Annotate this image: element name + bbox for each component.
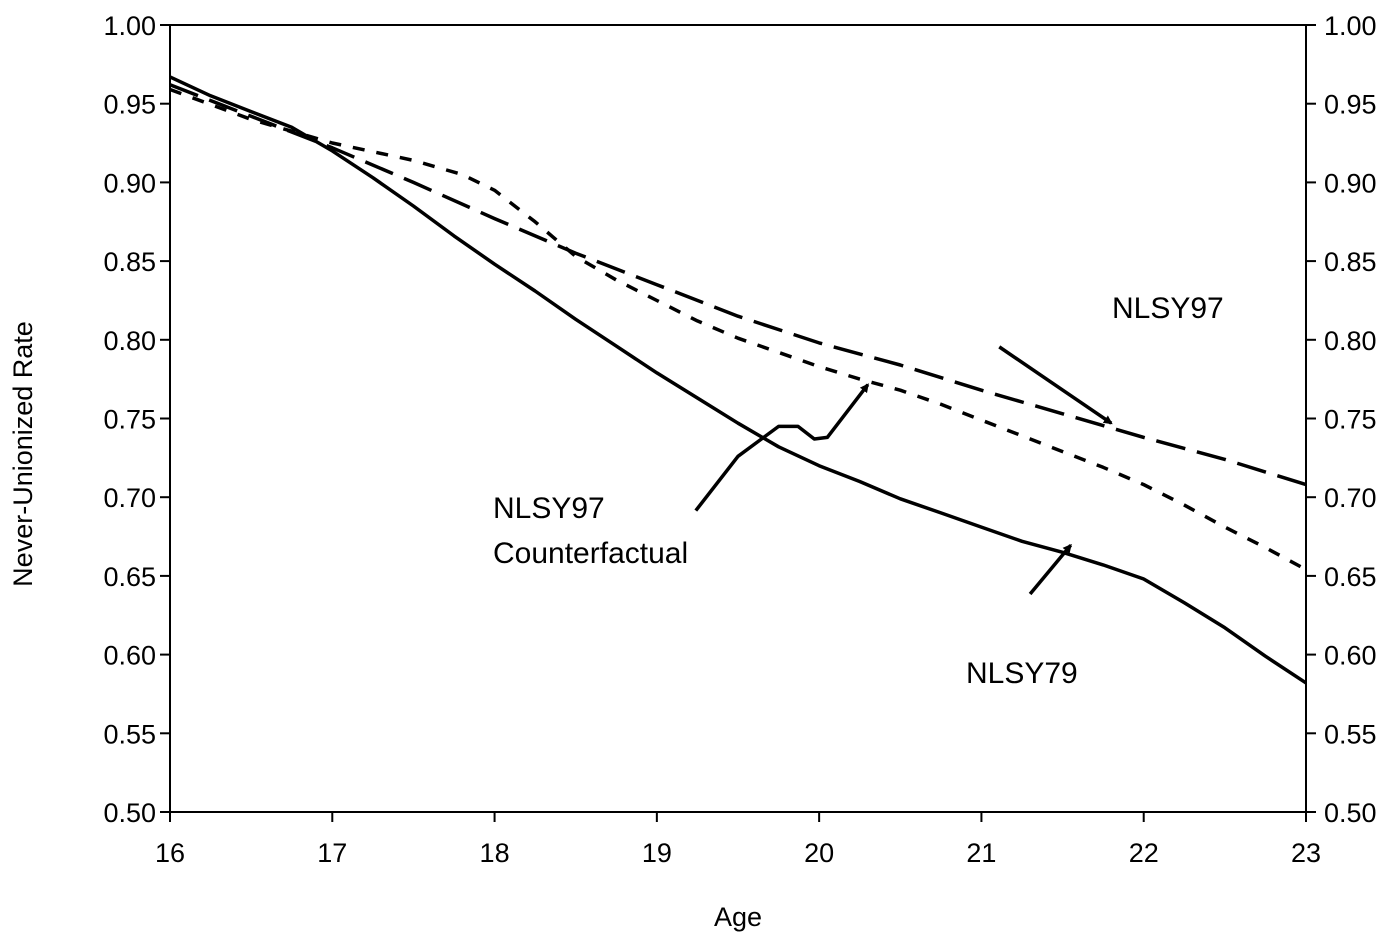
y-tick-label-right: 0.65 bbox=[1324, 562, 1377, 592]
x-tick-label: 16 bbox=[155, 838, 185, 868]
x-axis-title: Age bbox=[714, 902, 762, 932]
annotation-counterfactual-label-line2: Counterfactual bbox=[493, 537, 688, 570]
y-tick-label-right: 0.85 bbox=[1324, 247, 1377, 277]
y-tick-label-left: 0.75 bbox=[103, 405, 156, 435]
annotation-arrow-counterfactual bbox=[694, 383, 870, 512]
y-tick-label-left: 0.60 bbox=[103, 641, 156, 671]
y-tick-label-right: 0.50 bbox=[1324, 798, 1377, 828]
y-tick-label-right: 0.95 bbox=[1324, 90, 1377, 120]
y-tick-label-right: 0.55 bbox=[1324, 719, 1377, 749]
y-tick-label-right: 1.00 bbox=[1324, 11, 1377, 41]
x-tick-label: 23 bbox=[1291, 838, 1321, 868]
axis-ticks: 0.50 0.50 0.55 0.55 0.60 0.60 0.65 0.65 0.70 0.70… bbox=[103, 11, 1376, 868]
annotation-arrow-nlsy79 bbox=[1028, 543, 1073, 596]
y-tick-label-right: 0.90 bbox=[1324, 168, 1377, 198]
x-tick-label: 19 bbox=[642, 838, 672, 868]
y-tick-label-left: 0.70 bbox=[103, 483, 156, 513]
series-lines bbox=[169, 75, 1307, 685]
series-line-nlsy97-counterfactual bbox=[169, 87, 1307, 572]
y-tick-label-right: 0.75 bbox=[1324, 405, 1377, 435]
y-axis-title: Never-Unionized Rate bbox=[8, 321, 38, 587]
x-tick-label: 17 bbox=[317, 838, 347, 868]
x-tick-label: 22 bbox=[1129, 838, 1159, 868]
series-line-nlsy97 bbox=[169, 83, 1307, 487]
y-tick-label-left: 0.55 bbox=[103, 719, 156, 749]
x-tick-label: 18 bbox=[480, 838, 510, 868]
y-tick-label-left: 0.65 bbox=[103, 562, 156, 592]
annotations bbox=[694, 345, 1113, 596]
annotation-nlsy79-label: NLSY79 bbox=[966, 657, 1078, 690]
y-tick-label-left: 0.90 bbox=[103, 168, 156, 198]
annotation-nlsy97-label: NLSY97 bbox=[1112, 292, 1224, 325]
annotation-counterfactual-label-line1: NLSY97 bbox=[493, 492, 605, 525]
y-tick-label-left: 0.95 bbox=[103, 90, 156, 120]
x-tick-label: 21 bbox=[966, 838, 996, 868]
y-tick-label-left: 0.80 bbox=[103, 326, 156, 356]
y-tick-label-right: 0.80 bbox=[1324, 326, 1377, 356]
annotation-arrow-nlsy97 bbox=[998, 345, 1113, 425]
y-tick-label-left: 0.85 bbox=[103, 247, 156, 277]
x-tick-label: 20 bbox=[804, 838, 834, 868]
y-tick-label-right: 0.70 bbox=[1324, 483, 1377, 513]
y-tick-label-left: 0.50 bbox=[103, 798, 156, 828]
y-tick-label-left: 1.00 bbox=[103, 11, 156, 41]
y-tick-label-right: 0.60 bbox=[1324, 641, 1377, 671]
series-line-nlsy79 bbox=[169, 75, 1307, 685]
